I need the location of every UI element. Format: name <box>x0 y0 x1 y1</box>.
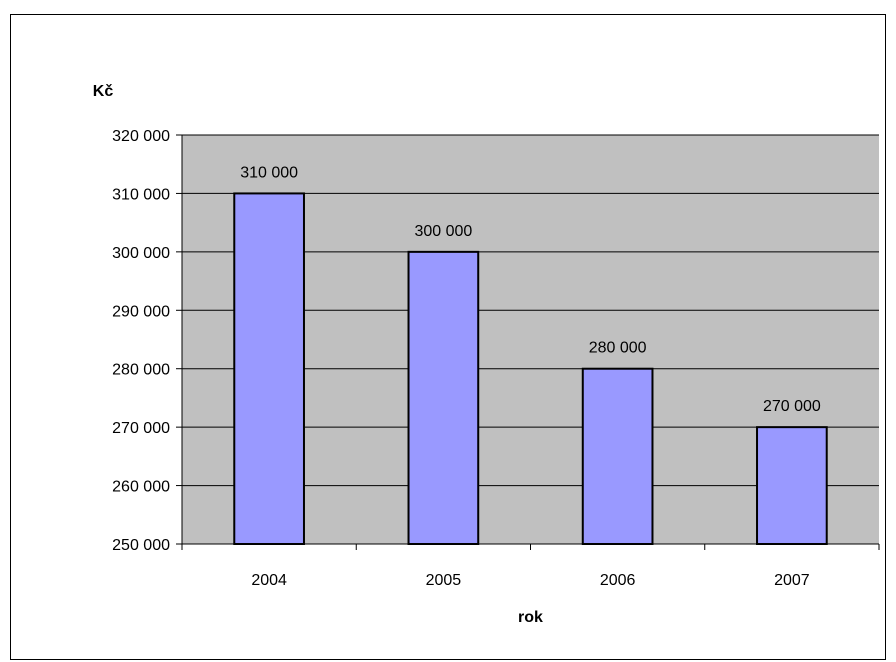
bar-2004 <box>233 192 305 546</box>
x-axis-title: rok <box>518 609 543 626</box>
y-tick-label: 260 000 <box>112 479 170 496</box>
data-label-2004: 310 000 <box>240 164 298 181</box>
bar-2007 <box>756 426 828 545</box>
y-tick-label: 250 000 <box>112 537 170 554</box>
labels: 250 000 260 000 270 000 280 000 290 000 300 0… <box>112 128 821 589</box>
data-label-2007: 270 000 <box>763 398 821 415</box>
x-tick-label: 2007 <box>774 572 810 589</box>
x-tick-label: 2004 <box>251 572 287 589</box>
bar-2005 <box>407 250 480 545</box>
x-tick-label: 2005 <box>426 572 462 589</box>
y-tick-label: 320 000 <box>112 128 170 145</box>
data-label-2006: 280 000 <box>589 340 647 357</box>
y-tick-label: 300 000 <box>112 245 170 262</box>
x-tick-label: 2006 <box>600 572 636 589</box>
y-tick-label: 310 000 <box>112 186 170 203</box>
y-axis-title: Kč <box>93 83 114 100</box>
y-tick-label: 270 000 <box>112 420 170 437</box>
y-tick-label: 290 000 <box>112 303 170 320</box>
data-label-2005: 300 000 <box>414 223 472 240</box>
bar-2006 <box>581 367 654 546</box>
axes <box>176 134 880 550</box>
y-tick-label: 280 000 <box>112 362 170 379</box>
bars <box>233 192 828 546</box>
